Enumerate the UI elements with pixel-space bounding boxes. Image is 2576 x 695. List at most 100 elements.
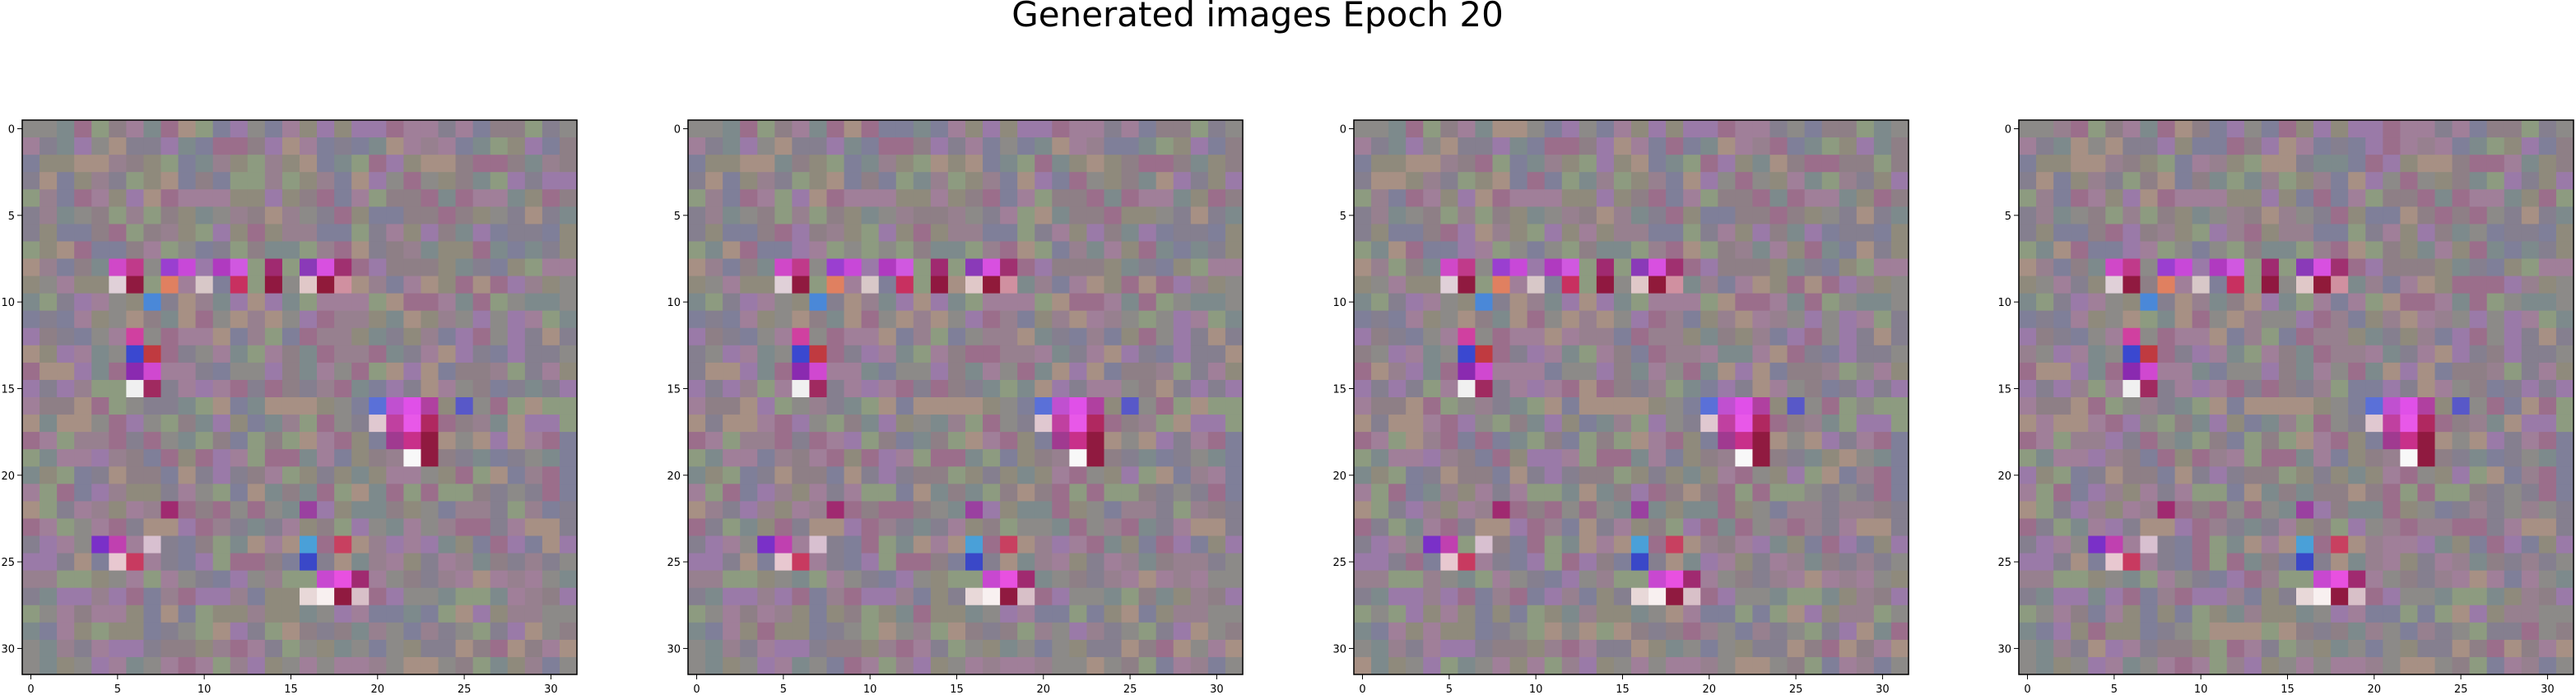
pixel (1138, 449, 1157, 467)
pixel (2555, 258, 2574, 276)
pixel (1648, 327, 1667, 346)
pixel (2019, 587, 2037, 606)
pixel (947, 518, 966, 536)
pixel (403, 535, 421, 554)
pixel (983, 570, 1001, 589)
pixel (2036, 535, 2054, 554)
pixel (369, 241, 387, 259)
pixel (2278, 206, 2297, 225)
pixel (913, 276, 932, 294)
pixel (705, 432, 723, 450)
x-tick-label: 10 (1529, 683, 1543, 695)
pixel (1458, 639, 1476, 658)
pixel (2226, 189, 2245, 207)
pixel (2226, 449, 2245, 467)
pixel (826, 206, 844, 225)
pixel (40, 327, 58, 346)
pixel (1787, 466, 1806, 484)
pixel (1735, 206, 1753, 225)
pixel (1000, 605, 1018, 623)
pixel (334, 172, 352, 190)
pixel (913, 656, 932, 675)
pixel (1138, 327, 1157, 346)
pixel (2383, 206, 2401, 225)
pixel (1613, 155, 1632, 173)
pixel (1544, 327, 1563, 346)
pixel (2174, 362, 2193, 381)
pixel (1544, 432, 1563, 450)
pixel (2053, 570, 2071, 589)
pixel (403, 276, 421, 294)
pixel (2400, 622, 2418, 641)
pixel (1613, 397, 1632, 415)
pixel (2244, 241, 2262, 259)
pixel (2209, 639, 2228, 658)
pixel (844, 276, 863, 294)
pixel (1856, 415, 1875, 433)
pixel (2313, 345, 2332, 364)
pixel (1017, 137, 1035, 155)
pixel (844, 639, 863, 658)
pixel (438, 379, 456, 398)
pixel (334, 362, 352, 381)
pixel (1527, 484, 1546, 502)
pixel (247, 570, 266, 589)
pixel (524, 241, 543, 259)
pixel (844, 206, 863, 225)
pixel (317, 587, 335, 606)
pixel (878, 327, 897, 346)
pixel (1856, 605, 1875, 623)
pixel (1121, 155, 1140, 173)
pixel (212, 345, 231, 364)
pixel (2400, 397, 2418, 415)
pixel (2261, 535, 2280, 554)
pixel (1856, 327, 1875, 346)
pixel (2417, 276, 2435, 294)
pixel (1104, 466, 1122, 484)
pixel (1804, 466, 1823, 484)
pixel (2019, 449, 2037, 467)
pixel (1086, 293, 1104, 312)
pixel (74, 605, 92, 623)
pixel (2209, 553, 2228, 572)
pixel (1804, 622, 1823, 641)
pixel (2538, 345, 2557, 364)
pixel (947, 258, 966, 276)
pixel (2105, 241, 2123, 259)
pixel (281, 587, 300, 606)
pixel (22, 137, 40, 155)
pixel (1173, 484, 1192, 502)
pixel (403, 553, 421, 572)
pixel (757, 241, 775, 259)
pixel (2071, 605, 2089, 623)
pixel (559, 276, 578, 294)
pixel (1406, 570, 1424, 589)
pixel (438, 518, 456, 536)
pixel (1052, 293, 1070, 312)
pixel (2417, 224, 2435, 242)
pixel (1155, 258, 1174, 276)
pixel (2261, 570, 2280, 589)
pixel (2036, 449, 2054, 467)
pixel (1561, 501, 1580, 519)
pixel (688, 432, 706, 450)
pixel (109, 553, 127, 572)
pixel (2071, 639, 2089, 658)
pixel (1527, 258, 1546, 276)
pixel (1752, 172, 1770, 190)
pixel (1492, 570, 1510, 589)
pixel (230, 570, 249, 589)
pixel (2365, 293, 2383, 312)
pixel (1561, 415, 1580, 433)
pixel (74, 639, 92, 658)
pixel (2313, 605, 2332, 623)
pixel (455, 622, 474, 641)
pixel (1086, 484, 1104, 502)
pixel (403, 397, 421, 415)
x-tick-label: 5 (2111, 683, 2118, 695)
pixel (983, 362, 1001, 381)
pixel (947, 553, 966, 572)
pixel (455, 639, 474, 658)
pixel (1769, 137, 1788, 155)
pixel (2538, 241, 2557, 259)
